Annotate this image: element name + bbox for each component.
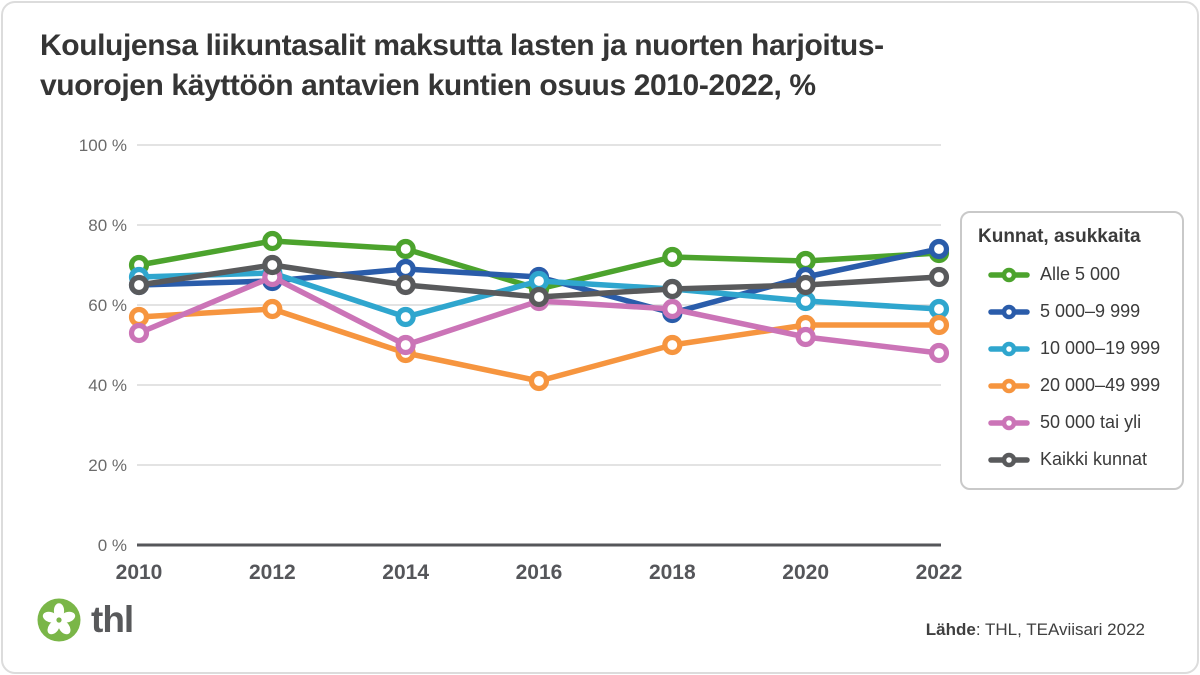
x-axis-tick-label: 2014 [382,561,429,584]
x-axis-tick-label: 2016 [516,561,563,584]
data-point [528,270,550,292]
legend-marker-icon [988,341,1030,356]
data-point [395,306,416,328]
x-axis-tick-label: 2018 [649,561,696,584]
x-axis-tick-label: 2010 [116,561,163,584]
source-note: Lähde: THL, TEAviisari 2022 [926,620,1145,640]
data-point [928,238,950,260]
data-point [662,334,683,356]
y-axis-tick-label: 80 % [88,216,127,235]
legend-marker-icon [988,378,1030,393]
data-point [262,298,283,320]
legend-marker-icon [988,304,1030,319]
data-point [795,274,816,296]
data-point [128,306,150,328]
data-point [928,266,950,288]
data-point [128,322,150,344]
legend-items: Alle 5 000 5 000–9 999 10 000–19 999 20 000… [976,256,1168,478]
legend-item: Alle 5 000 [976,256,1168,293]
y-axis-tick-label: 60 % [88,296,127,315]
data-point [395,334,416,356]
data-point [928,314,950,336]
data-point [662,298,683,320]
data-point [528,286,550,308]
legend-item-label: 20 000–49 999 [1040,375,1161,395]
legend-item-label: Alle 5 000 [1040,264,1121,284]
data-point [795,326,816,348]
legend: Kunnat, asukkaita Alle 5 000 5 000–9 999 1… [960,211,1184,490]
data-point [262,230,283,252]
series-line-3 [136,306,942,384]
legend-title: Kunnat, asukkaita [978,226,1141,247]
legend-item: Kaikki kunnat [976,441,1168,478]
data-point [395,274,416,296]
legend-item: 20 000–49 999 [976,367,1168,404]
chart-title-line2: vuorojen käyttöön antavien kuntien osuus… [40,68,816,102]
data-point [795,290,816,312]
source-text: : THL, TEAviisari 2022 [975,620,1145,639]
x-axis-tick-label: 2022 [916,561,963,584]
legend-marker-icon [988,267,1030,282]
legend-item: 5 000–9 999 [976,293,1168,330]
data-point [662,246,683,268]
data-point [928,298,950,320]
legend-item-label: 50 000 tai yli [1040,412,1142,432]
chart-title-line1: Koulujensa liikuntasalit maksutta lasten… [40,29,884,62]
data-point [795,250,816,272]
data-point [262,254,283,276]
y-axis-tick-label: 20 % [88,456,127,475]
data-point [395,258,416,280]
data-point [395,238,416,260]
legend-item: 10 000–19 999 [976,330,1168,367]
thl-flower-icon [37,598,81,642]
y-axis-tick-label: 0 % [98,536,127,555]
data-point [928,342,950,364]
source-label: Lähde [925,620,976,639]
data-point [528,370,550,392]
y-axis-tick-label: 40 % [88,376,127,395]
thl-logo: thl [36,597,134,643]
x-axis-tick-label: 2012 [249,561,296,584]
y-axis-tick-label: 100 % [79,136,127,155]
data-point [662,278,683,300]
legend-item-label: Kaikki kunnat [1040,449,1148,469]
data-point [128,274,150,296]
thl-logo-text: thl [91,599,134,640]
legend-marker-icon [988,452,1030,467]
legend-item: 50 000 tai yli [976,404,1168,441]
x-axis-tick-label: 2020 [782,561,829,584]
legend-item-label: 5 000–9 999 [1040,301,1141,321]
legend-marker-icon [988,415,1030,430]
legend-item-label: 10 000–19 999 [1040,338,1161,358]
chart-title: Koulujensa liikuntasalit maksutta lasten… [40,26,1140,106]
